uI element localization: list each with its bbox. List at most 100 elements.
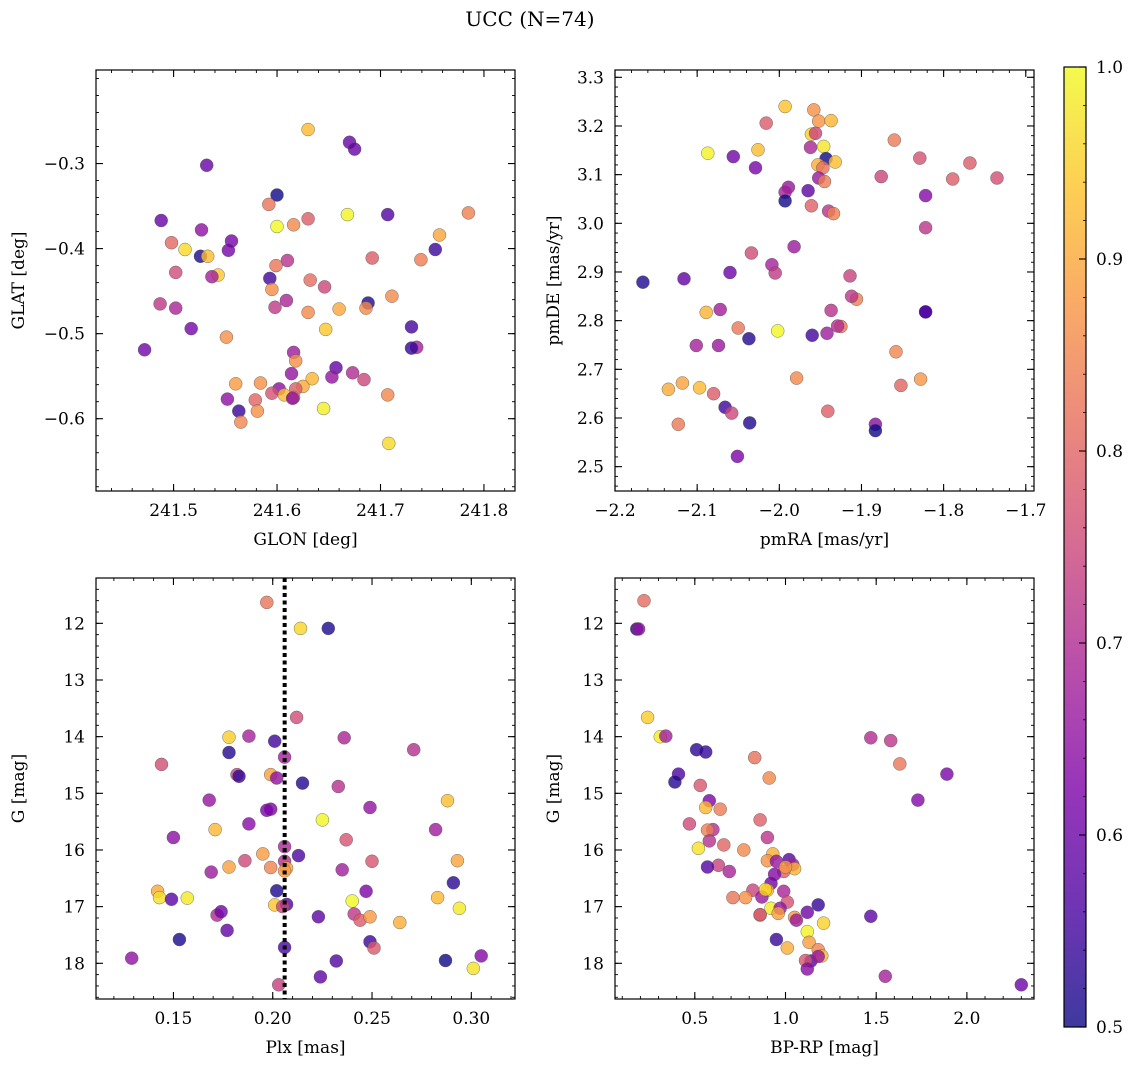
data-point: [918, 188, 933, 203]
data-point: [301, 122, 315, 137]
data-point: [830, 319, 845, 333]
y-tick-label: 3.2: [577, 117, 604, 137]
x-tick-label: 0.30: [452, 1009, 490, 1029]
data-point: [301, 212, 315, 226]
data-point: [268, 300, 282, 314]
data-point: [365, 854, 379, 868]
data-point: [713, 302, 727, 317]
data-point: [751, 143, 765, 157]
data-point: [659, 729, 673, 743]
y-tick-label: 12: [582, 614, 604, 634]
y-axis-label: G [mag]: [9, 754, 29, 823]
y-tick-label: 18: [63, 954, 85, 974]
data-point: [428, 242, 442, 257]
axes-frame: [614, 577, 1035, 1000]
data-point: [270, 771, 284, 785]
data-point: [723, 265, 737, 280]
x-tick-label: 2.0: [953, 1009, 980, 1029]
x-tick-label: −1.9: [841, 501, 882, 521]
data-point: [843, 269, 857, 283]
data-point: [359, 301, 373, 315]
data-point: [692, 381, 707, 395]
data-point: [430, 890, 445, 905]
data-point: [265, 282, 279, 297]
y-tick-label: 2.7: [577, 360, 604, 380]
x-tick-label: 0.20: [254, 1009, 292, 1029]
data-point: [345, 366, 360, 380]
data-point: [220, 392, 235, 406]
y-tick-label: −0.4: [44, 240, 85, 260]
y-tick-label: 3.1: [577, 166, 604, 186]
data-point: [769, 932, 784, 947]
data-point: [726, 149, 740, 164]
y-tick-label: 15: [582, 784, 604, 804]
data-point: [700, 860, 715, 874]
data-point: [256, 847, 270, 861]
data-point: [331, 779, 345, 794]
data-point: [864, 909, 878, 923]
colorbar-tick-label: 0.6: [1096, 826, 1123, 846]
data-point: [303, 273, 317, 287]
data-point: [385, 289, 399, 303]
data-point: [811, 949, 825, 964]
data-point: [817, 139, 831, 154]
colorbar: 0.5 0.6 0.7 0.8 0.9 1.0: [1063, 58, 1123, 1038]
data-point: [166, 830, 181, 845]
data-point: [316, 401, 331, 416]
x-tick-label: −2.0: [759, 501, 800, 521]
data-point: [737, 843, 751, 857]
data-point: [913, 151, 927, 165]
data-point: [270, 188, 284, 202]
data-point: [168, 265, 183, 280]
x-axis-label: Plx [mas]: [265, 1038, 345, 1058]
data-point: [337, 731, 351, 745]
data-point: [164, 892, 179, 906]
data-point: [816, 916, 831, 930]
x-tick-label: −2.1: [677, 501, 718, 521]
data-point: [753, 907, 767, 922]
data-point: [682, 817, 697, 831]
data-point: [804, 199, 819, 213]
data-point: [260, 595, 274, 610]
data-point: [675, 376, 690, 390]
data-point: [199, 158, 214, 173]
data-point: [238, 854, 252, 868]
data-point: [803, 140, 818, 155]
data-point: [222, 730, 236, 744]
figure-title: UCC (N=74): [465, 7, 594, 31]
data-point: [701, 146, 715, 160]
data-point: [918, 305, 933, 319]
data-point: [726, 890, 740, 905]
data-point: [293, 621, 308, 636]
data-point: [242, 817, 256, 831]
x-axis-label: pmRA [mas/yr]: [760, 530, 889, 550]
data-point: [474, 949, 488, 963]
y-tick-label: 13: [63, 671, 85, 691]
data-point: [317, 280, 332, 294]
data-point: [778, 860, 793, 874]
data-point: [347, 142, 362, 156]
data-point: [918, 220, 933, 235]
data-point: [800, 905, 814, 919]
data-point: [277, 839, 292, 854]
data-point: [264, 860, 278, 875]
y-tick-label: 2.6: [577, 409, 604, 429]
data-point: [295, 776, 310, 790]
x-tick-label: 241.6: [253, 501, 302, 521]
x-axis-label: GLON [deg]: [253, 530, 357, 550]
data-point: [640, 710, 655, 725]
y-axis-label: G [mag]: [544, 754, 564, 823]
data-point: [285, 391, 300, 405]
data-point: [359, 884, 373, 898]
y-axis-label: GLAT [deg]: [9, 231, 29, 329]
data-point: [730, 449, 745, 464]
data-point: [759, 116, 773, 130]
colorbar-gradient: [1064, 67, 1086, 1027]
data-point: [671, 417, 685, 431]
data-point: [946, 172, 960, 186]
data-point: [452, 901, 467, 915]
data-point: [706, 387, 721, 401]
y-tick-label: 2.9: [577, 263, 604, 283]
x-tick-label: 1.5: [863, 1009, 890, 1029]
y-tick-label: 13: [582, 671, 604, 691]
